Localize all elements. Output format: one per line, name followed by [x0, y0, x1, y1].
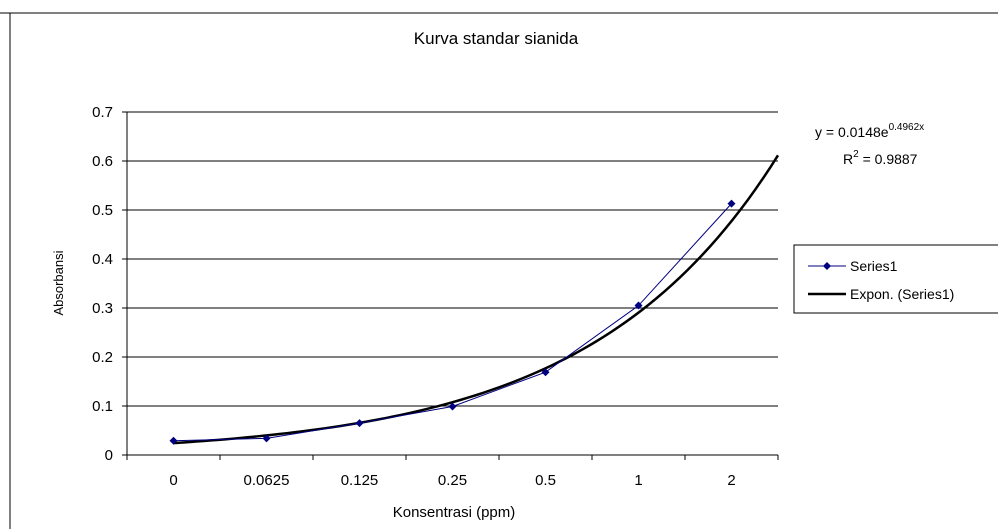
- legend-series1-label: Series1: [850, 258, 898, 274]
- legend: Series1 Expon. (Series1): [793, 244, 998, 314]
- legend-trend-label: Expon. (Series1): [850, 286, 954, 302]
- x-tick-label: 0: [169, 472, 177, 489]
- chart-area-border: [0, 12, 998, 529]
- axes: [122, 111, 779, 460]
- y-tick-label: 0.7: [92, 104, 113, 121]
- y-tick-label: 0.6: [92, 153, 113, 170]
- x-tick-label: 0.25: [438, 472, 467, 489]
- trendline-equation: y = 0.0148e0.4962x: [815, 122, 924, 140]
- x-tick-label: 0.0625: [244, 472, 290, 489]
- x-axis-label: Konsentrasi (ppm): [393, 504, 516, 521]
- data-point: [169, 436, 178, 445]
- y-tick-label: 0.2: [92, 349, 113, 366]
- series-layer: [169, 199, 736, 445]
- x-tick-label: 0.5: [535, 472, 556, 489]
- x-tick-label: 1: [634, 472, 642, 489]
- y-tick-label: 0.3: [92, 300, 113, 317]
- chart-title: Kurva standar sianida: [414, 29, 579, 48]
- data-point: [541, 368, 550, 377]
- data-point: [262, 434, 271, 443]
- trendline-r-squared: R2 = 0.9887: [843, 149, 918, 167]
- trendline: [173, 154, 780, 445]
- trendline-layer: [173, 154, 780, 445]
- y-tick-label: 0: [105, 447, 113, 464]
- data-point: [727, 199, 736, 208]
- y-tick-label: 0.5: [92, 202, 113, 219]
- r2-value: = 0.9887: [859, 151, 918, 167]
- r2-superscript: 2: [853, 149, 859, 160]
- y-tick-label: 0.4: [92, 251, 113, 268]
- y-tick-labels: 0 0.1 0.2 0.3 0.4 0.5 0.6 0.7: [92, 104, 113, 464]
- legend-box: [793, 244, 998, 314]
- x-tick-label: 0.125: [341, 472, 379, 489]
- data-point: [355, 419, 364, 428]
- gridlines: [127, 111, 778, 407]
- r2-prefix: R: [843, 151, 853, 167]
- y-tick-label: 0.1: [92, 398, 113, 415]
- legend-series1-marker: [823, 262, 831, 270]
- x-tick-labels: 0 0.0625 0.125 0.25 0.5 1 2: [169, 472, 735, 489]
- equation-exponent: 0.4962x: [889, 122, 925, 133]
- equation-main: y = 0.0148e: [815, 124, 889, 140]
- data-point: [634, 301, 643, 310]
- data-point: [448, 402, 457, 411]
- x-tick-label: 2: [727, 472, 735, 489]
- y-axis-label: Absorbansi: [51, 250, 66, 315]
